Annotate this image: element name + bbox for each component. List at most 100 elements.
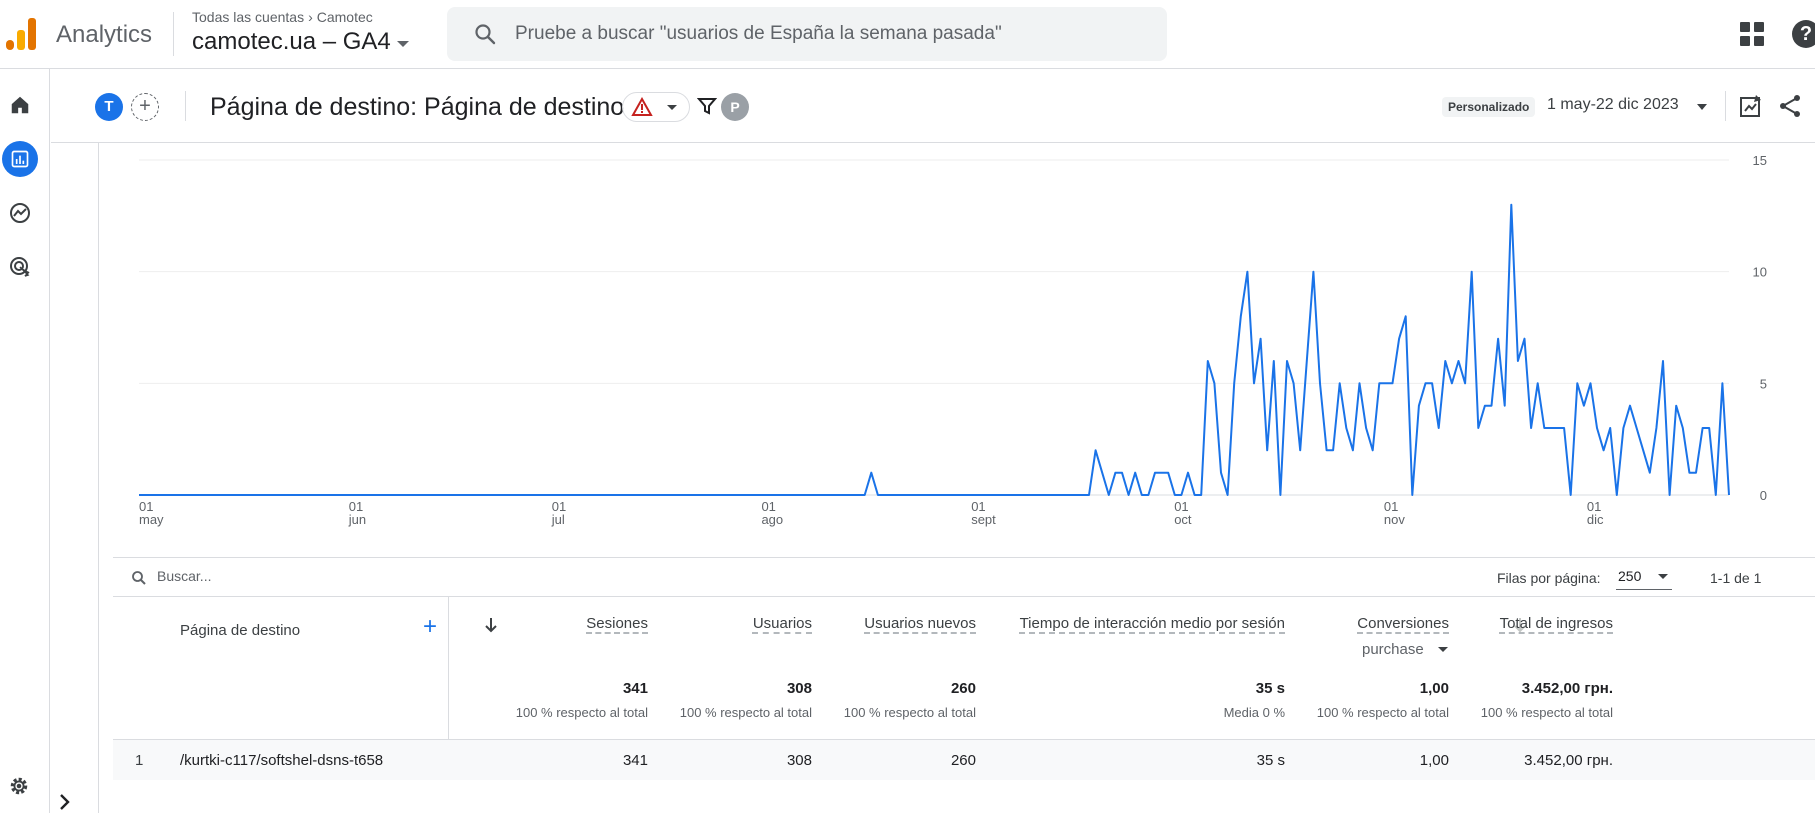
caret-down-icon	[396, 41, 409, 47]
x-tick-day-label: 01	[1384, 499, 1398, 514]
caret-down-icon[interactable]	[1697, 104, 1707, 110]
divider	[173, 12, 174, 56]
sort-arrow-icon[interactable]	[1513, 617, 1527, 633]
add-dimension-button[interactable]: +	[423, 613, 438, 640]
search-input[interactable]	[515, 23, 1135, 45]
column-header-users[interactable]: Usuarios	[752, 615, 812, 632]
search-icon	[132, 571, 146, 585]
explore-icon[interactable]	[2, 195, 38, 231]
x-tick-month-label: sept	[971, 512, 996, 527]
column-header-new-users[interactable]: Usuarios nuevos	[864, 615, 976, 632]
report-title: Página de destino: Página de destino	[210, 93, 625, 121]
share-icon[interactable]	[1777, 93, 1803, 119]
sort-desc-icon[interactable]	[484, 617, 498, 633]
total-users: 308	[786, 680, 812, 697]
x-tick-month-label: jul	[551, 512, 565, 527]
caret-down-icon	[1437, 647, 1448, 652]
search-bar[interactable]	[447, 7, 1167, 61]
y-tick-label: 0	[1760, 488, 1767, 503]
table-row[interactable]	[113, 740, 1815, 780]
warning-chip[interactable]	[622, 92, 690, 122]
total-sessions: 341	[622, 680, 648, 697]
apps-grid-icon[interactable]	[1740, 22, 1764, 46]
y-tick-label: 10	[1753, 265, 1767, 280]
x-tick-day-label: 01	[971, 499, 985, 514]
x-tick-day-label: 01	[552, 499, 566, 514]
breadcrumb-account[interactable]: Camotec	[316, 9, 373, 25]
row-sessions: 341	[622, 752, 648, 769]
total-engagement-time-sub: Media 0 %	[1223, 705, 1285, 720]
y-tick-label: 5	[1760, 376, 1767, 391]
total-revenue-sub: 100 % respecto al total	[1480, 705, 1613, 720]
x-tick-month-label: nov	[1384, 512, 1405, 527]
dimension-column	[113, 597, 449, 779]
app-name: Analytics	[56, 21, 153, 48]
conversion-event-select[interactable]: purchase	[1362, 641, 1448, 658]
filter-icon[interactable]	[697, 96, 717, 116]
rows-per-page-select[interactable]: 250	[1616, 564, 1672, 590]
x-tick-month-label: may	[139, 512, 164, 527]
row-new-users: 260	[950, 752, 976, 769]
table-toolbar: Filas por página: 250 1-1 de 1	[113, 557, 1815, 597]
rows-per-page-label: Filas por página:	[1497, 570, 1601, 586]
x-tick-day-label: 01	[139, 499, 153, 514]
divider	[113, 739, 1815, 740]
column-header-total-revenue[interactable]: Total de ingresos	[1499, 615, 1613, 632]
row-number: 1	[135, 752, 144, 769]
total-conversions: 1,00	[1419, 680, 1449, 697]
total-new-users: 260	[950, 680, 976, 697]
left-nav	[0, 69, 50, 813]
column-header-engagement-time[interactable]: Tiempo de interacción medio por sesión	[1019, 615, 1285, 632]
search-icon	[475, 24, 496, 45]
breadcrumb[interactable]: Todas las cuentas › Camotec	[192, 9, 373, 25]
column-header-conversions[interactable]: Conversiones	[1357, 615, 1449, 632]
breadcrumb-accounts[interactable]: Todas las cuentas	[192, 9, 305, 25]
x-tick-day-label: 01	[1174, 499, 1188, 514]
x-tick-day-label: 01	[761, 499, 775, 514]
total-new-users-sub: 100 % respecto al total	[843, 705, 976, 720]
column-header-sessions[interactable]: Sesiones	[586, 615, 648, 632]
home-icon[interactable]	[2, 87, 38, 123]
advertising-icon[interactable]	[2, 249, 38, 285]
warning-icon	[631, 97, 653, 116]
x-tick-month-label: ago	[761, 512, 783, 527]
top-bar: Analytics Todas las cuentas › Camotec ca…	[0, 0, 1815, 69]
report-card: 0 5 10 15 01 may 01 jun 01 jul 01 ago 01 sept 01 oct 01 n…	[98, 143, 1815, 813]
y-tick-label: 15	[1753, 153, 1767, 168]
date-chip: Personalizado	[1442, 97, 1536, 117]
row-landing-page[interactable]: /kurtki-c117/softshel-dsns-t658	[180, 752, 384, 769]
x-tick-day-label: 01	[1587, 499, 1601, 514]
dimension-header[interactable]: Página de destino	[180, 622, 301, 639]
total-sessions-sub: 100 % respecto al total	[515, 705, 648, 720]
analytics-logo[interactable]	[6, 16, 38, 52]
total-users-sub: 100 % respecto al total	[679, 705, 812, 720]
customize-report-icon[interactable]	[1738, 93, 1764, 119]
sessions-line-chart: 05101501may01jun01jul01ago01sept01oct01n…	[139, 153, 1767, 527]
row-engagement-time: 35 s	[1256, 752, 1285, 769]
table-search-input[interactable]	[157, 568, 457, 584]
row-users: 308	[786, 752, 812, 769]
settings-gear-icon[interactable]	[8, 775, 30, 797]
caret-down-icon	[667, 104, 677, 110]
row-conversions: 1,00	[1419, 752, 1449, 769]
chevron-right-icon: ›	[308, 9, 313, 25]
report-header: T + Página de destino: Página de destino…	[51, 69, 1815, 143]
divider	[185, 91, 186, 121]
expand-chevron-icon[interactable]	[58, 793, 72, 811]
caret-down-icon	[1658, 574, 1668, 579]
date-range[interactable]: 1 may-22 dic 2023	[1547, 96, 1679, 113]
total-conversions-sub: 100 % respecto al total	[1316, 705, 1449, 720]
conversion-event-value: purchase	[1362, 641, 1424, 658]
total-engagement-time: 35 s	[1255, 680, 1285, 697]
x-tick-month-label: dic	[1587, 512, 1604, 527]
pagination-info: 1-1 de 1	[1710, 570, 1762, 586]
property-selector[interactable]: camotec.ua – GA4	[192, 28, 409, 56]
series-line	[139, 203, 1730, 496]
help-icon[interactable]: ?	[1792, 20, 1815, 48]
reports-icon[interactable]	[2, 141, 38, 177]
add-comparison-button[interactable]: +	[131, 93, 159, 121]
comparison-avatar[interactable]: T	[95, 93, 123, 121]
x-tick-month-label: jun	[348, 512, 366, 527]
x-tick-month-label: oct	[1174, 512, 1192, 527]
filter-avatar[interactable]: P	[721, 93, 749, 121]
